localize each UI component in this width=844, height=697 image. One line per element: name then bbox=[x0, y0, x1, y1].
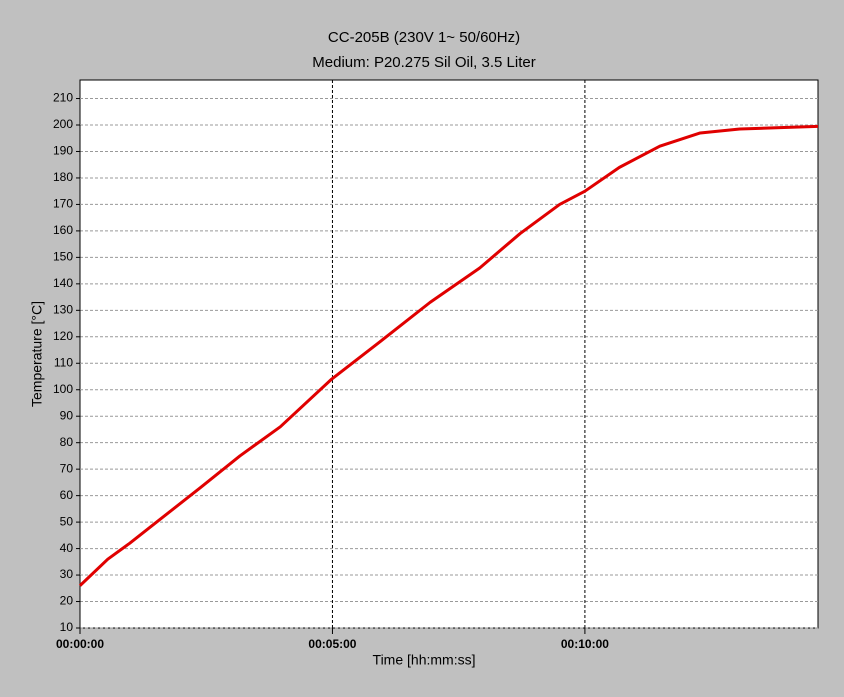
y-tick-label: 50 bbox=[60, 514, 74, 528]
y-tick-label: 130 bbox=[53, 302, 73, 316]
y-tick-label: 10 bbox=[60, 620, 74, 634]
y-tick-label: 170 bbox=[53, 197, 73, 211]
x-tick-label: 00:05:00 bbox=[308, 637, 356, 651]
y-tick-label: 30 bbox=[60, 567, 74, 581]
y-axis-label: Temperature [°C] bbox=[29, 301, 45, 407]
plot-area bbox=[79, 79, 819, 629]
y-tick-label: 180 bbox=[53, 170, 73, 184]
y-tick-label: 140 bbox=[53, 276, 73, 290]
y-tick-label: 110 bbox=[54, 355, 73, 369]
x-axis-label: Time [hh:mm:ss] bbox=[373, 652, 476, 668]
y-tick-label: 60 bbox=[60, 488, 74, 502]
chart-title: CC-205B (230V 1~ 50/60Hz) bbox=[328, 29, 520, 46]
y-tick-label: 120 bbox=[53, 329, 73, 343]
y-tick-label: 100 bbox=[53, 382, 73, 396]
y-tick-label: 160 bbox=[53, 223, 73, 237]
y-tick-label: 70 bbox=[60, 461, 74, 475]
y-tick-label: 80 bbox=[60, 435, 74, 449]
y-tick-label: 90 bbox=[60, 408, 74, 422]
y-tick-label: 40 bbox=[60, 541, 74, 555]
y-tick-label: 200 bbox=[53, 117, 73, 131]
y-tick-label: 190 bbox=[53, 144, 73, 158]
data-line bbox=[78, 124, 819, 587]
y-tick-label: 150 bbox=[53, 250, 73, 264]
y-tick-label: 20 bbox=[60, 594, 74, 608]
x-tick-label: 00:00:00 bbox=[56, 637, 104, 651]
x-tick-label: 00:10:00 bbox=[561, 637, 609, 651]
chart-subtitle: Medium: P20.275 Sil Oil, 3.5 Liter bbox=[312, 54, 535, 71]
y-tick-label: 210 bbox=[53, 91, 73, 105]
